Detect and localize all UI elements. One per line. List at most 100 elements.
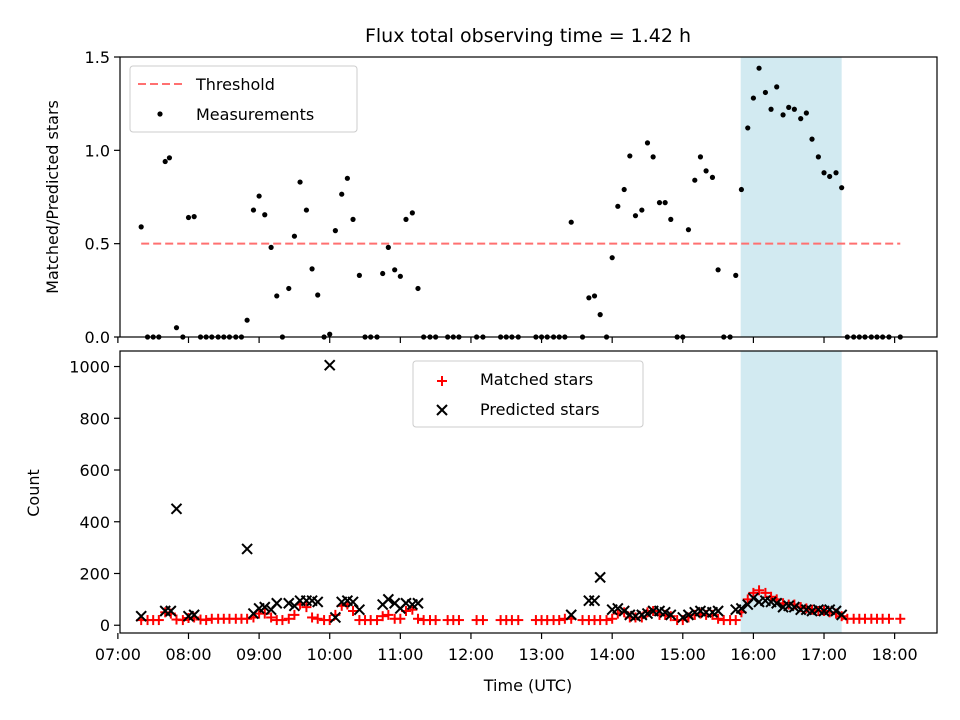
measurement-points xyxy=(138,65,903,340)
measurement-point xyxy=(733,272,739,278)
matched-point xyxy=(153,615,164,626)
measurement-point xyxy=(745,125,751,131)
measurement-point xyxy=(609,255,615,261)
matched-point xyxy=(754,585,765,596)
measurement-point xyxy=(780,112,786,118)
predicted-point xyxy=(712,605,724,617)
measurement-point xyxy=(162,158,168,165)
measurement-point xyxy=(291,233,298,239)
measurement-point xyxy=(250,207,257,213)
predicted-point xyxy=(412,597,424,609)
measurement-point xyxy=(692,177,698,183)
x-axis-label: Time (UTC) xyxy=(483,676,572,695)
top-panel: 0.0 0.5 1.0 1.5 Matched/Predicted stars Thr… xyxy=(43,48,938,347)
measurement-point xyxy=(315,292,321,298)
x-tick-label: 17:00 xyxy=(801,645,847,664)
matched-point xyxy=(377,611,388,622)
matched-point xyxy=(277,615,288,626)
measurement-point xyxy=(332,228,338,234)
matched-point xyxy=(266,612,277,623)
matched-point xyxy=(407,604,418,615)
predicted-point xyxy=(594,571,606,584)
predicted-point xyxy=(659,606,671,619)
top-legend: Threshold Measurements xyxy=(129,65,358,133)
x-tick-label: 15:00 xyxy=(660,645,706,664)
predicted-point xyxy=(641,607,654,620)
top-y-tick-label: 1.0 xyxy=(85,141,110,160)
x-tick-label: 13:00 xyxy=(519,645,565,664)
matched-point xyxy=(760,587,771,598)
bottom-y-tick-label: 600 xyxy=(79,461,110,480)
predicted-point xyxy=(283,597,295,609)
measurement-point xyxy=(809,136,815,142)
measurement-point xyxy=(166,155,173,161)
matched-point xyxy=(607,613,618,624)
predicted-point xyxy=(747,592,760,604)
measurement-point xyxy=(703,168,709,174)
measurement-point xyxy=(380,270,386,277)
measurement-point xyxy=(786,104,792,110)
predicted-point xyxy=(165,605,177,617)
measurement-point xyxy=(685,227,692,233)
measurement-point xyxy=(397,273,403,279)
measurement-point xyxy=(173,325,180,331)
matched-point xyxy=(453,615,464,626)
predicted-point xyxy=(665,609,677,621)
predicted-point xyxy=(188,609,200,621)
predicted-point xyxy=(735,602,748,615)
matched-point xyxy=(372,615,383,626)
bottom-y-tick-label: 0 xyxy=(100,616,110,635)
measurement-point xyxy=(403,216,409,222)
predicted-point xyxy=(612,602,624,615)
measurement-point xyxy=(627,153,633,159)
legend-predicted-label: Predicted stars xyxy=(480,400,600,419)
measurement-point xyxy=(385,244,391,250)
measurement-point xyxy=(774,84,780,90)
bottom-legend-box xyxy=(412,360,644,428)
bottom-panel: 0 200 400 600 800 1000 07:00 08:00 09:00 10:00 11… xyxy=(24,350,938,695)
measurement-point xyxy=(356,272,362,278)
measurement-point xyxy=(185,214,192,221)
bottom-axes-frame xyxy=(119,350,938,634)
matched-point xyxy=(348,606,359,617)
x-tick-label: 16:00 xyxy=(730,645,776,664)
predicted-point xyxy=(682,609,695,621)
matched-point xyxy=(307,612,318,623)
measurement-point xyxy=(632,213,639,219)
measurement-point xyxy=(750,95,757,101)
measurement-point xyxy=(738,186,745,193)
top-y-axis-label: Matched/Predicted stars xyxy=(43,100,62,294)
predicted-point xyxy=(382,593,395,606)
chart-title: Flux total observing time = 1.42 h xyxy=(365,25,691,47)
measurement-point xyxy=(827,173,833,180)
matched-point xyxy=(713,613,724,624)
legend-measurements-swatch xyxy=(157,111,163,117)
predicted-point xyxy=(135,610,147,622)
measurement-point xyxy=(297,179,303,185)
matched-point xyxy=(477,615,488,626)
measurement-point xyxy=(409,210,415,216)
matched-point xyxy=(201,615,212,626)
bottom-y-tick-label: 200 xyxy=(79,564,110,583)
top-y-tick-label: 1.5 xyxy=(85,48,110,67)
x-tick-label: 18:00 xyxy=(872,645,918,664)
top-legend-box xyxy=(129,65,358,133)
measurement-point xyxy=(650,154,656,160)
measurement-point xyxy=(303,207,310,213)
x-tick-label: 08:00 xyxy=(165,645,211,664)
matched-point xyxy=(883,613,894,624)
measurement-point xyxy=(656,200,663,206)
measurement-point xyxy=(350,216,356,222)
legend-predicted-swatch xyxy=(436,404,448,416)
measurement-point xyxy=(568,219,574,225)
bottom-legend: Matched stars Predicted stars xyxy=(412,360,644,428)
measurement-point xyxy=(621,186,627,193)
predicted-point xyxy=(618,605,630,617)
x-tick-label: 09:00 xyxy=(236,645,282,664)
predicted-point xyxy=(830,605,842,617)
top-shaded-span xyxy=(740,57,842,337)
legend-matched-swatch xyxy=(437,376,447,386)
predicted-point xyxy=(835,609,848,621)
matched-point xyxy=(766,591,777,602)
